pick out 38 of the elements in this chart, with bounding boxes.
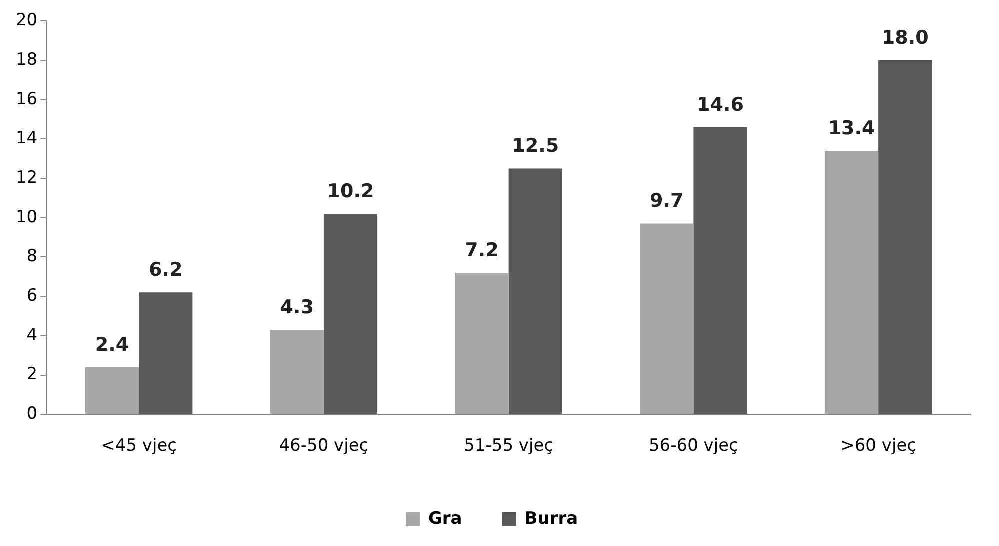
x-tick-label: >60 vjeç [840,436,916,456]
data-label: 18.0 [882,26,929,49]
data-label: 10.2 [327,180,374,202]
data-label: 12.5 [512,135,560,158]
data-label: 9.7 [650,190,684,212]
y-tick-label: 14 [16,128,38,149]
x-tick-label: 56-60 vjeç [648,436,738,456]
y-tick-label: 10 [16,207,38,228]
bar [324,214,378,414]
y-tick-label: 20 [16,10,38,31]
x-tick-label: <45 vjeç [101,436,178,456]
y-tick-label: 8 [26,246,38,267]
y-tick-label: 12 [16,168,38,188]
x-tick-label: 51-55 vjeç [464,436,554,456]
data-label: 14.6 [697,94,744,116]
y-tick-label: 6 [26,286,38,306]
x-tick-label: 46-50 vjeç [279,436,369,456]
bar [640,224,694,414]
data-label: 7.2 [465,239,499,262]
bar [455,272,509,414]
bar [694,127,748,414]
bar [878,60,932,414]
data-label: 6.2 [149,259,183,282]
bar [270,330,324,414]
data-label: 2.4 [95,334,130,356]
y-tick-label: 0 [26,404,38,424]
y-tick-label: 16 [16,89,38,110]
data-label: 4.3 [280,296,314,318]
bar [85,367,140,414]
y-tick-label: 18 [16,50,38,70]
bar [824,151,879,414]
y-tick-label: 2 [26,364,38,385]
legend-label: Burra [524,508,578,529]
y-tick-label: 4 [26,325,38,346]
bar [139,292,193,414]
data-label: 13.4 [828,117,876,140]
legend-label: Gra [428,508,462,529]
bar [508,168,562,414]
